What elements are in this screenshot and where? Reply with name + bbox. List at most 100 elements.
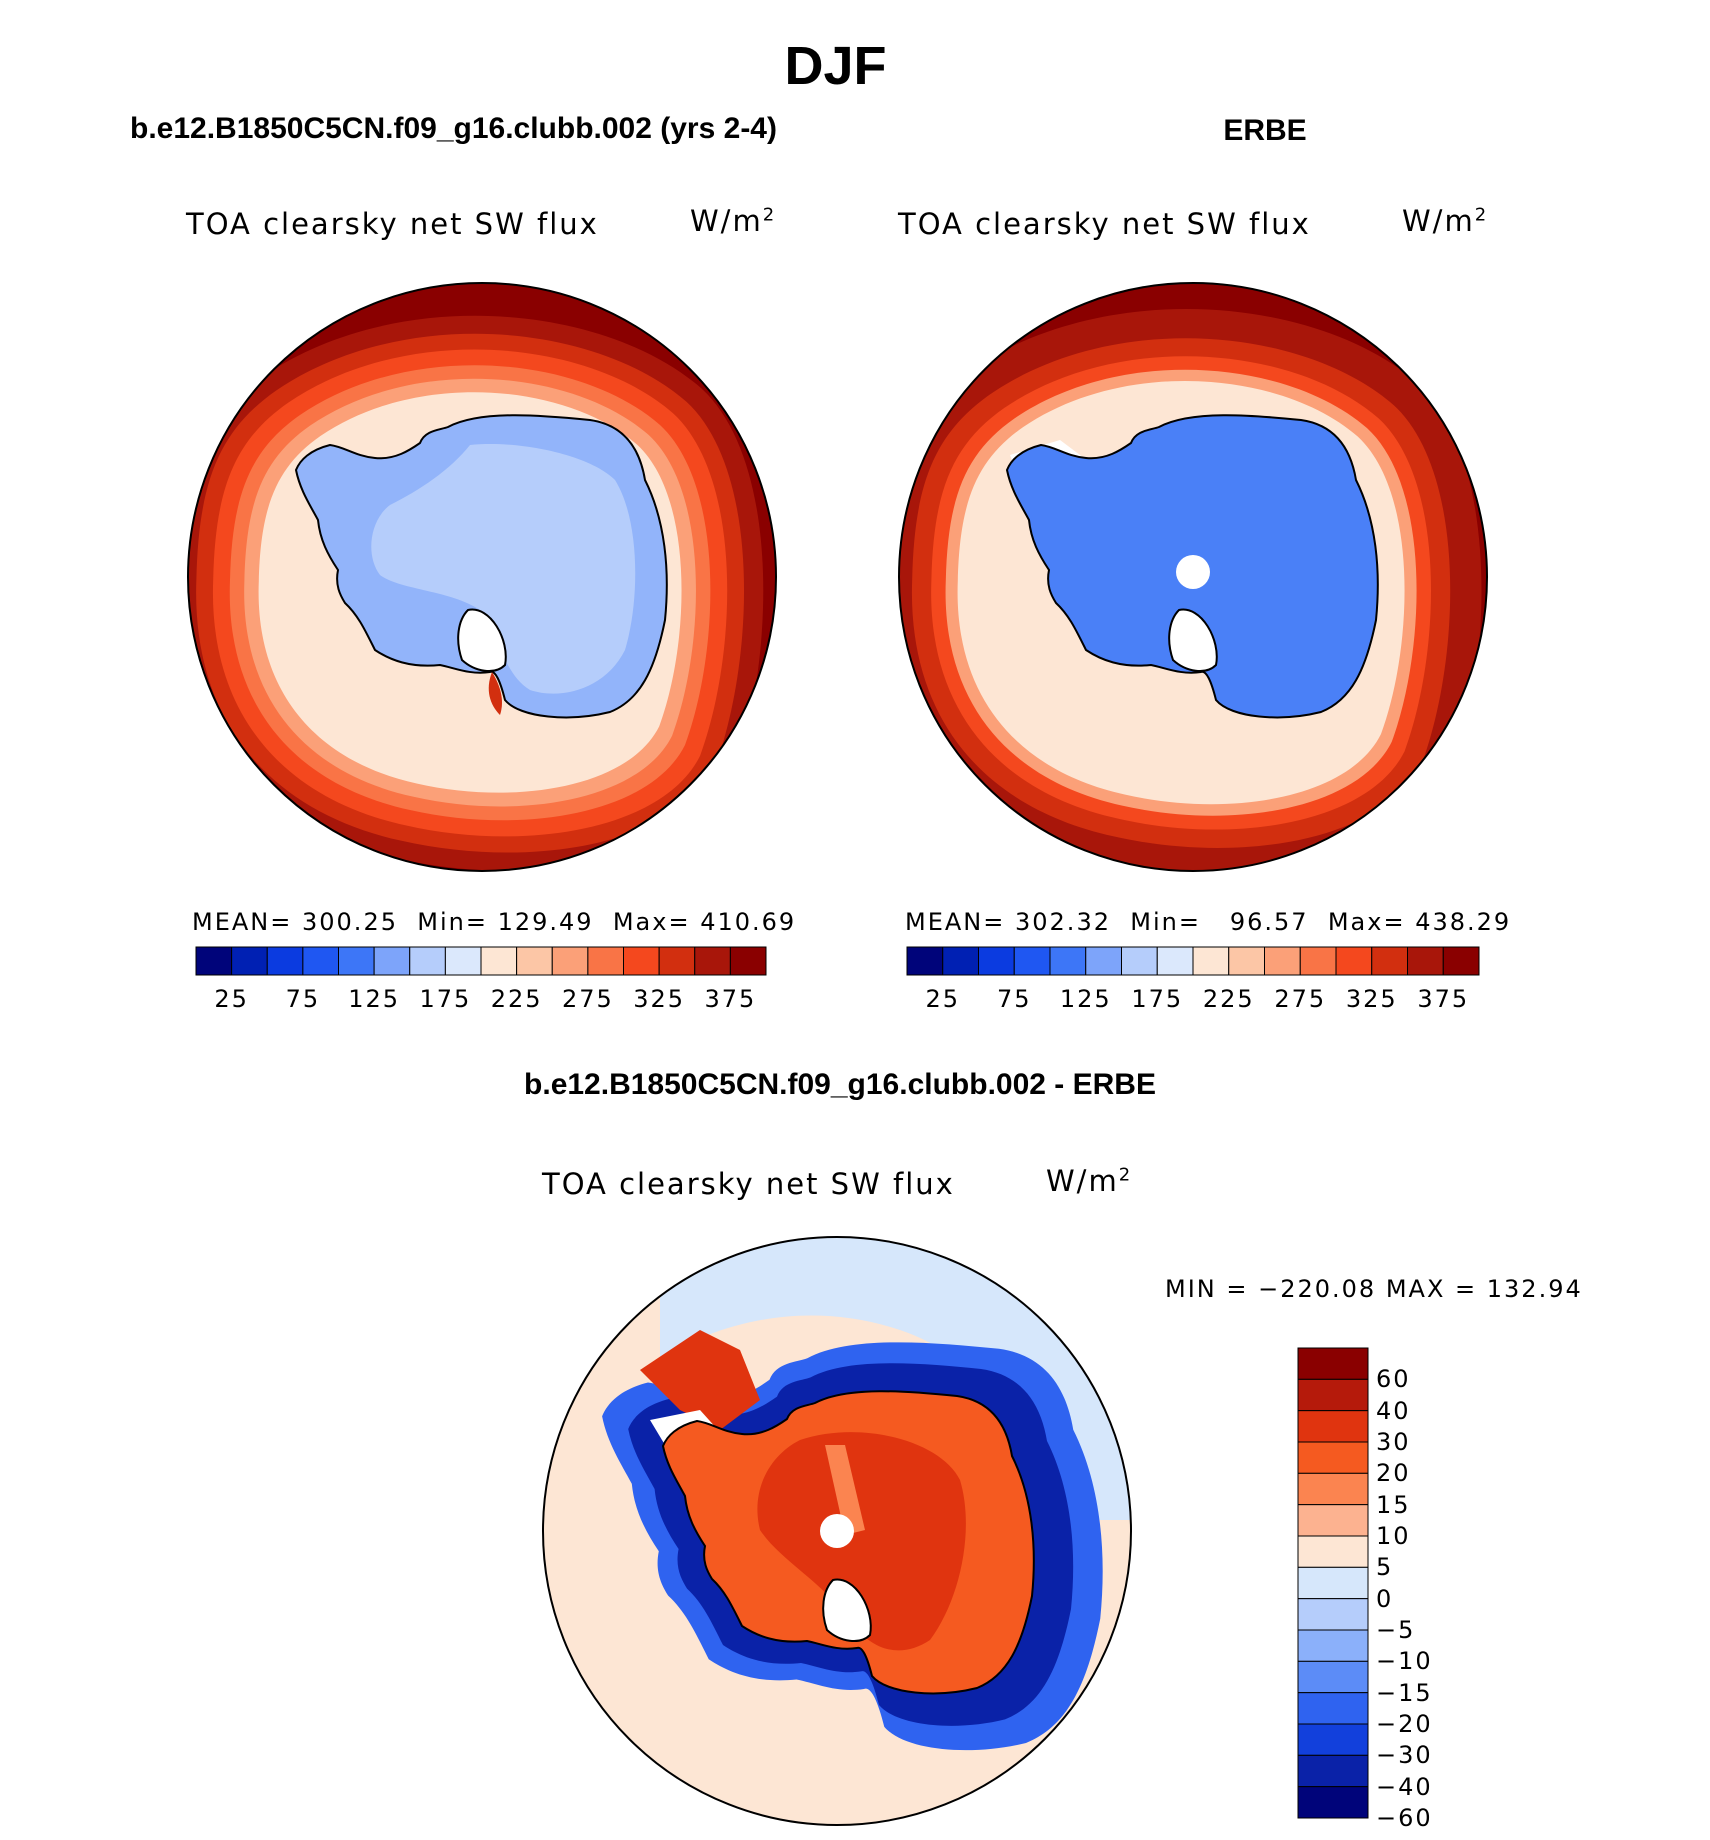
difference-map [543,1237,1131,1825]
diff-red-patch [640,1330,760,1430]
difference-panel-title: b.e12.B1850C5CN.f09_g16.clubb.002 - ERBE [524,1068,1156,1101]
model-colorbar-tick: 275 [561,985,614,1013]
obs-map-border [898,282,1488,872]
obs-variable-label: TOA clearsky net SW flux [898,207,1311,241]
model-unit-label: W/m2 [690,204,776,238]
obs-colorbar-tick: 325 [1345,985,1398,1013]
diff-colorbar-box [1297,1629,1369,1662]
obs-min-label: Min= [1130,908,1201,936]
obs-colorbar-box [1013,946,1051,976]
diff-colorbar-tick: 40 [1376,1396,1411,1425]
diff-colorbar-tick: 0 [1376,1584,1394,1613]
obs-colorbar-tick: 225 [1202,985,1255,1013]
model-colorbar-tick: 325 [633,985,686,1013]
diff-variable-label: TOA clearsky net SW flux [542,1167,955,1201]
diff-colorbar-box [1297,1754,1369,1788]
diff-colorbar-box [1297,1786,1369,1819]
diff-colorbar-box [1297,1441,1369,1474]
model-colorbar-tick: 75 [285,985,321,1013]
model-max-value: 410.69 [700,908,797,936]
obs-colorbar-box [1228,946,1265,976]
diff-colorbar-tick: 20 [1376,1459,1411,1488]
obs-colorbar-box [942,946,979,976]
obs-colorbar-box [1335,946,1373,976]
obs-colorbar-box [906,946,944,976]
model-colorbar-box [658,946,696,976]
obs-colorbar-box [1371,946,1408,976]
obs-map [899,283,1487,871]
model-colorbar-box [409,946,446,976]
diff-colorbar-tick: 30 [1376,1428,1411,1456]
obs-mean-value: 302.32 [1015,908,1111,936]
model-map-border [187,282,777,872]
obs-max-label: Max= [1327,908,1406,936]
obs-colorbar-tick: 75 [996,985,1032,1013]
obs-panel-title: ERBE [1223,114,1307,147]
obs-colorbar-box [1264,946,1301,976]
model-colorbar-tick: 225 [490,985,543,1013]
diff-colorbar-tick: −5 [1376,1616,1416,1644]
obs-unit-exponent: 2 [1474,204,1489,226]
model-unit-text: W/m [690,204,763,238]
model-mean-value: 300.25 [302,908,398,936]
obs-colorbar-tick: 125 [1059,985,1112,1013]
diff-colorbar-tick: 15 [1376,1490,1411,1519]
diff-colorbar-box [1297,1347,1369,1380]
obs-colorbar-box [1085,946,1122,976]
model-colorbar-box [302,946,339,976]
diff-colorbar-box [1297,1410,1369,1443]
obs-max-value: 438.29 [1415,908,1512,936]
obs-colorbar-box [1442,946,1480,976]
diff-colorbar-tick: −40 [1376,1772,1433,1801]
diff-colorbar-box [1297,1723,1369,1756]
obs-colorbar-box [1407,946,1444,976]
model-mean-label: MEAN= [192,908,293,936]
model-colorbar-box [444,946,482,976]
diff-unit-exponent: 2 [1118,1164,1133,1186]
obs-colorbar-box [1299,946,1337,976]
obs-colorbar-box [1156,946,1194,976]
model-colorbar-box [516,946,553,976]
colorbars [195,946,1480,1819]
diff-colorbar-tick: −30 [1376,1741,1433,1770]
obs-colorbar-box [978,946,1015,976]
model-ross-sea-feature [488,672,503,715]
diff-colorbar-box [1297,1598,1369,1631]
model-colorbar-box [373,946,411,976]
diff-pole-hole [820,1514,854,1548]
diff-radial-streak [825,1445,865,1535]
model-colorbar-box [623,946,660,976]
obs-colorbar-tick: 375 [1417,985,1470,1013]
obs-min-value: 96.57 [1229,908,1309,936]
diff-map-border [542,1236,1132,1826]
diff-colorbar-tick: −60 [1376,1804,1433,1832]
model-colorbar-box [551,946,589,976]
diff-colorbar-tick: 10 [1376,1522,1411,1550]
model-unit-exponent: 2 [762,204,777,226]
model-colorbar-box [587,946,624,976]
model-colorbar-tick: 175 [419,985,472,1013]
model-map [188,283,776,871]
obs-pole-hole [1176,555,1210,589]
obs-unit-label: W/m2 [1402,204,1488,238]
diff-colorbar-tick: 5 [1376,1553,1394,1582]
model-min-value: 129.49 [497,908,594,936]
model-colorbar-box [729,946,767,976]
obs-unit-text: W/m [1402,204,1475,238]
diff-colorbar-box [1297,1535,1369,1568]
diff-unit-label: W/m2 [1046,1164,1132,1198]
diff-colorbar-tick: −15 [1376,1678,1433,1707]
model-ross-ice-shelf [457,608,507,672]
diff-colorbar-box [1297,1660,1369,1694]
model-colorbar-box [694,946,731,976]
diff-colorbar-box [1297,1378,1369,1412]
diff-light-blue-ring [660,1237,1131,1520]
diff-minmax: MIN = −220.08 MAX = 132.94 [1165,1275,1583,1303]
model-colorbar-box [338,946,375,976]
diff-colorbar-tick: −10 [1376,1647,1433,1676]
obs-ross-ice-shelf [1168,608,1218,672]
obs-colorbar-box [1192,946,1230,976]
obs-colorbar-tick: 175 [1131,985,1184,1013]
obs-colorbar-tick: 275 [1274,985,1327,1013]
